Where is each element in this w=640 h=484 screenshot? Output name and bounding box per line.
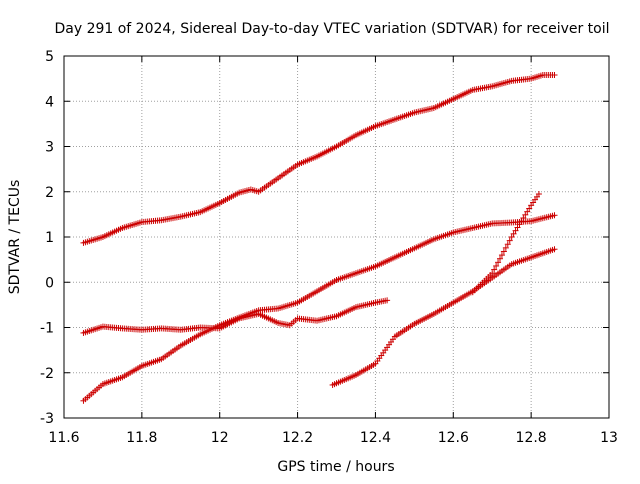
y-tick-label: -1 [40,321,54,337]
grid-layer [64,56,609,418]
data-point [508,234,515,240]
data-point [551,72,558,79]
x-tick-label: 12.2 [282,430,313,446]
marks-layer [80,72,558,404]
y-tick-label: 5 [45,49,54,65]
data-point [522,211,529,218]
y-tick-label: 3 [45,140,54,156]
x-tick-label: 12.8 [516,430,547,446]
x-tick-label: 12.6 [438,430,469,446]
y-axis-label: SDTVAR / TECUs [7,180,23,295]
y-tick-label: -2 [40,366,54,382]
data-point [489,270,496,277]
y-tick-label: -3 [40,411,54,427]
x-tick-label: 12.4 [360,430,391,446]
data-point [518,218,525,225]
chart-title: Day 291 of 2024, Sidereal Day-to-day VTE… [54,21,609,37]
y-tick-label: 1 [45,230,54,246]
series-track-e [469,191,542,296]
ticks-layer [63,55,610,419]
data-point [504,241,511,248]
x-tick-label: 13 [600,430,618,446]
data-point [551,246,558,253]
data-point [535,191,542,198]
data-point [497,255,503,262]
series-track-a [80,72,558,246]
data-point [526,205,533,212]
data-point [502,244,509,251]
data-point [500,248,507,255]
data-point [491,266,498,273]
data-point [524,208,531,215]
data-point [495,259,502,266]
x-axis-label: GPS time / hours [277,459,394,475]
y-tick-label: 0 [45,275,54,291]
data-point [520,214,527,221]
data-point [510,230,517,237]
data-point [506,237,513,244]
series-track-c [80,212,558,404]
data-point [514,224,521,231]
data-point [384,297,391,304]
data-point [498,252,505,259]
data-point [516,221,523,228]
series-track-d [329,246,558,388]
y-tick-label: 4 [45,94,54,110]
data-point [512,227,519,234]
data-point [551,212,558,219]
x-tick-label: 11.8 [126,430,157,446]
x-tick-label: 11.6 [48,430,79,446]
y-tick-label: 2 [45,185,54,201]
data-point [493,262,500,269]
x-tick-label: 12 [211,430,229,446]
